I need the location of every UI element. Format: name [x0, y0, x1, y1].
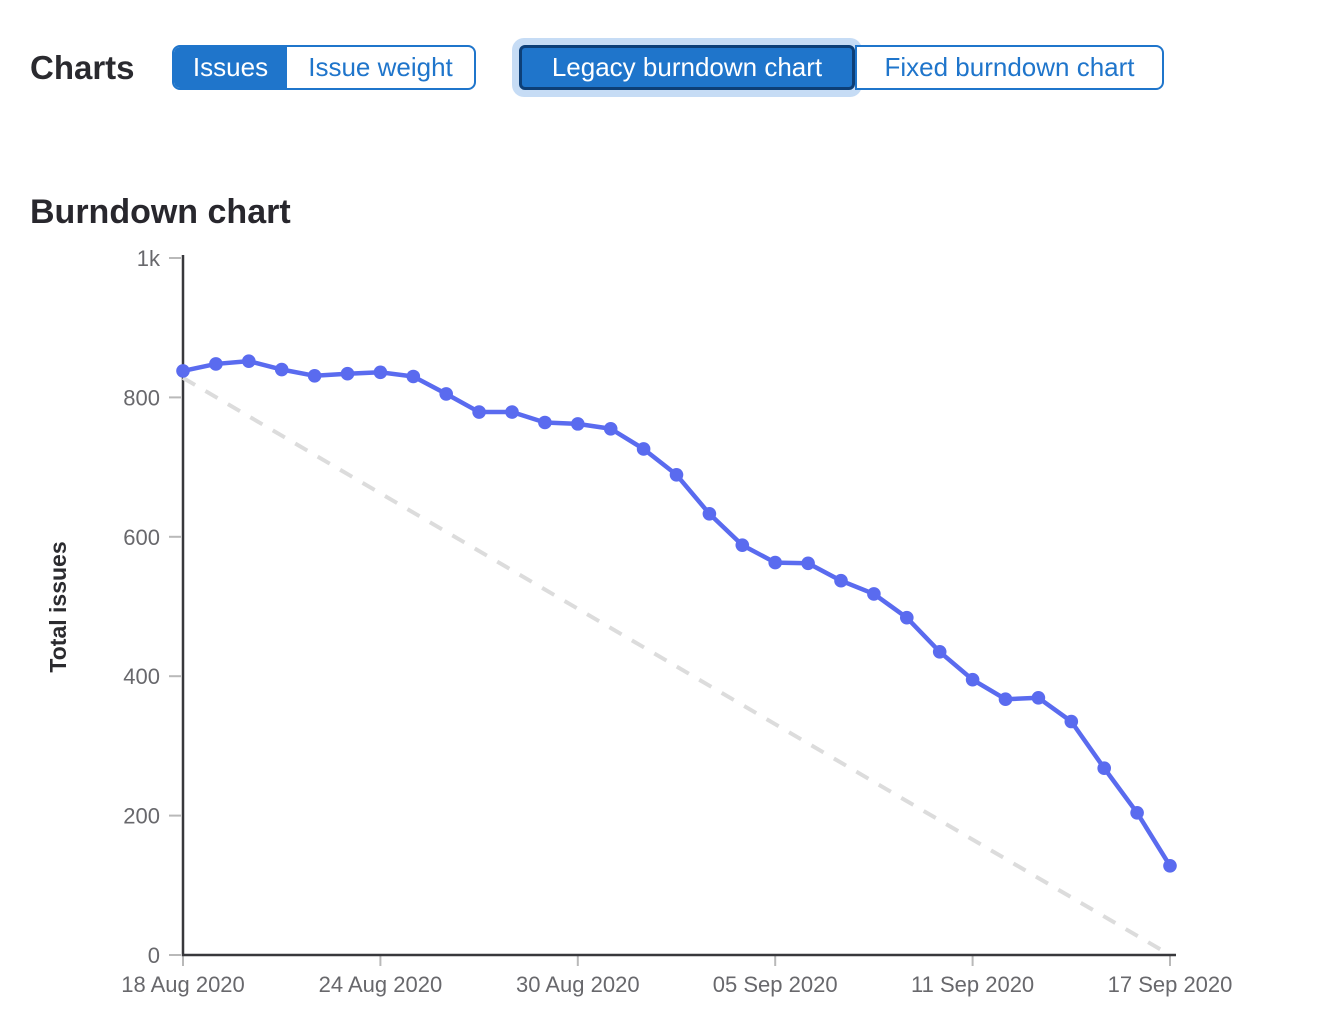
data-point[interactable] [176, 364, 190, 378]
x-tick-label: 18 Aug 2020 [121, 972, 245, 997]
data-point[interactable] [900, 610, 914, 625]
data-point[interactable] [538, 415, 552, 430]
data-point[interactable] [1064, 714, 1079, 729]
y-tick-label: 600 [123, 525, 160, 550]
data-point[interactable] [505, 405, 519, 419]
y-tick-label: 200 [123, 804, 160, 829]
data-point[interactable] [669, 467, 684, 482]
data-point[interactable] [768, 555, 782, 570]
data-point[interactable] [1130, 806, 1144, 820]
data-point[interactable] [472, 405, 486, 419]
legacy-burndown-chart-button[interactable]: Legacy burndown chart [519, 45, 855, 90]
x-tick-label: 11 Sep 2020 [911, 972, 1034, 997]
burndown-chart-svg: 0 200 400 600 800 1k 18 Aug 2020 24 Aug 2020 30 … [45, 246, 1232, 997]
burndown-chart: 0 200 400 600 800 1k 18 Aug 2020 24 Aug 2020 30 … [0, 240, 1326, 1028]
data-point[interactable] [1163, 858, 1177, 873]
y-axis-title-text: Total issues [45, 541, 71, 672]
data-point[interactable] [274, 362, 289, 377]
x-tick-label: 24 Aug 2020 [319, 972, 443, 997]
data-point[interactable] [373, 365, 388, 380]
chart-axes [181, 255, 1176, 957]
data-point[interactable] [307, 368, 322, 383]
total-issues-points[interactable] [176, 354, 1177, 873]
data-point[interactable] [702, 506, 717, 521]
legacy-chart-focus-ring: Legacy burndown chart [512, 38, 862, 97]
total-issues-line [180, 358, 1173, 869]
data-point[interactable] [406, 369, 421, 384]
y-axis-ticks: 0 200 400 600 800 1k [123, 246, 181, 968]
data-point[interactable] [603, 421, 618, 436]
y-tick-label: 1k [137, 246, 161, 271]
data-point[interactable] [1031, 691, 1046, 705]
page-title: Burndown chart [30, 193, 291, 232]
x-axis-ticks: 18 Aug 2020 24 Aug 2020 30 Aug 2020 05 Sep … [121, 956, 1232, 997]
y-axis-title: Total issues [45, 541, 71, 672]
data-point[interactable] [998, 692, 1013, 707]
ideal-guideline-line [181, 376, 1172, 957]
data-point[interactable] [340, 366, 355, 381]
issue-weight-toggle-button[interactable]: Issue weight [287, 47, 474, 88]
x-tick-label: 05 Sep 2020 [713, 972, 838, 997]
y-tick-label: 0 [148, 943, 160, 968]
data-type-toggle-group: Issues Issue weight [172, 45, 476, 90]
x-tick-label: 17 Sep 2020 [1108, 972, 1233, 997]
data-point[interactable] [1097, 761, 1111, 776]
data-point[interactable] [209, 357, 223, 371]
data-point[interactable] [834, 573, 848, 588]
data-point[interactable] [571, 417, 585, 431]
data-point[interactable] [801, 556, 815, 571]
issues-toggle-button[interactable]: Issues [174, 47, 287, 88]
data-point[interactable] [932, 645, 947, 659]
data-point[interactable] [439, 387, 454, 401]
y-tick-label: 400 [123, 664, 160, 689]
x-tick-label: 30 Aug 2020 [516, 972, 640, 997]
data-point[interactable] [965, 672, 980, 687]
fixed-burndown-chart-button[interactable]: Fixed burndown chart [855, 45, 1164, 90]
data-point[interactable] [242, 354, 256, 368]
data-point[interactable] [867, 587, 881, 601]
data-point[interactable] [636, 442, 651, 456]
charts-toolbar: Charts Issues Issue weight Legacy burndo… [30, 38, 1164, 97]
data-point[interactable] [735, 538, 750, 552]
charts-label: Charts [30, 49, 135, 86]
y-tick-label: 800 [123, 385, 160, 410]
